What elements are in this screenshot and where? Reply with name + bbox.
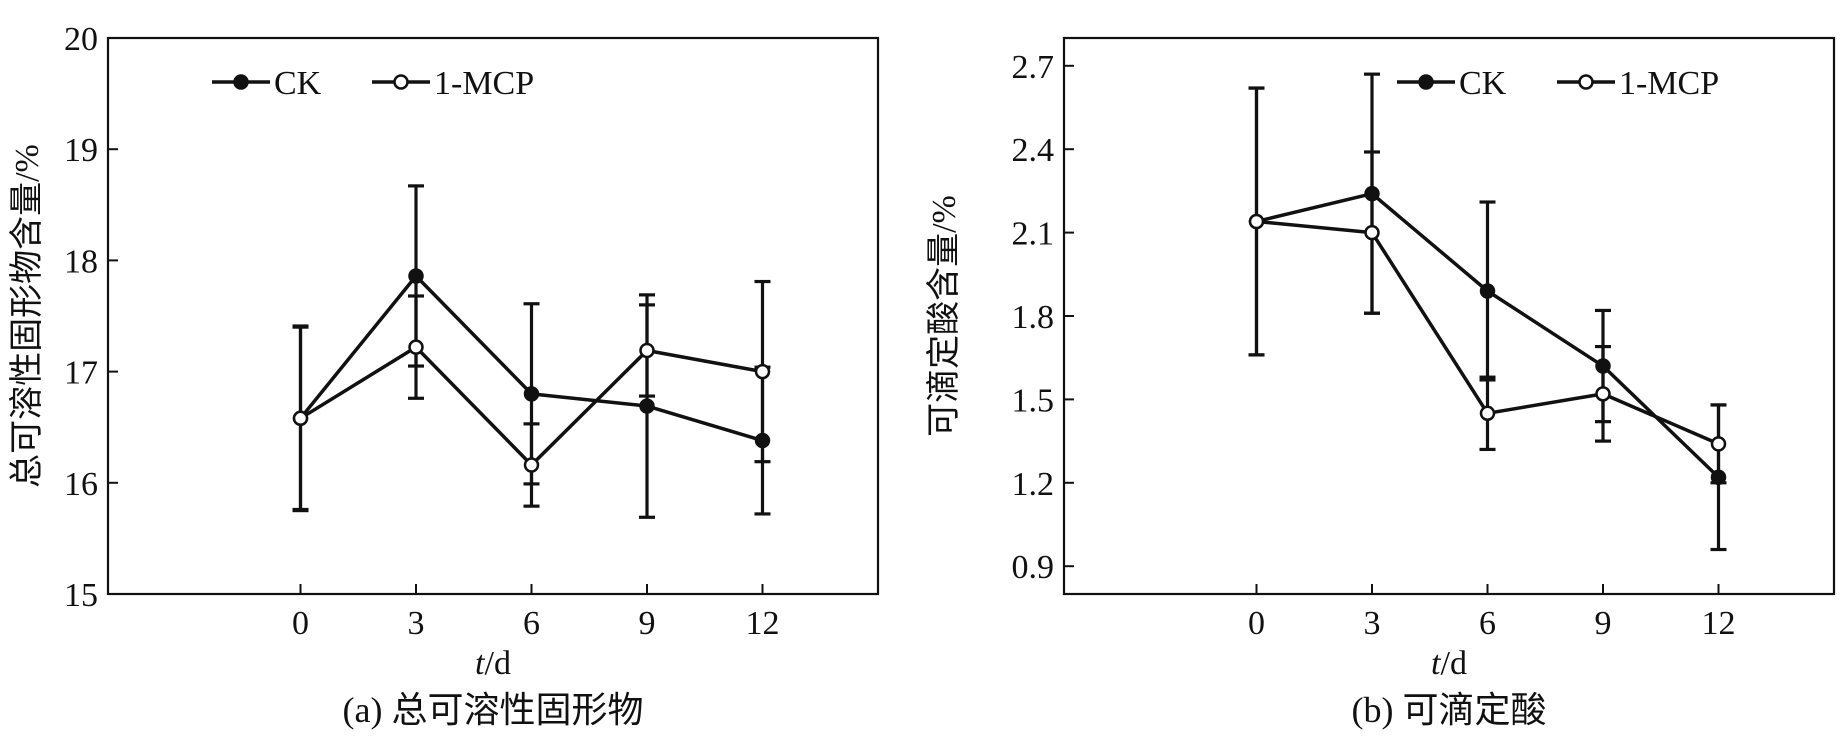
series-ck <box>1248 72 1727 552</box>
data-point <box>1479 283 1496 299</box>
legend-marker <box>393 74 409 90</box>
y-tick-label: 1.8 <box>1012 299 1055 336</box>
x-axis-label-italic: t <box>475 645 486 682</box>
y-tick-label: 2.1 <box>1012 216 1055 253</box>
x-axis-label: t/d <box>1431 645 1467 682</box>
chart-b: 0.9 1.2 1.5 1.8 2.1 2.4 2.7 0 3 6 9 12 t/d 可滴定酸含量/% (b… <box>925 36 1836 730</box>
x-axis-label-unit: /d <box>1441 645 1467 682</box>
chart-caption: (a) 总可溶性固形物 <box>343 690 644 730</box>
legend-marker <box>233 74 249 90</box>
data-point <box>1364 224 1380 241</box>
data-point <box>523 457 540 473</box>
data-point <box>1595 386 1611 402</box>
legend: CK 1-MCP <box>1397 65 1719 102</box>
x-tick-label: 9 <box>1595 605 1612 642</box>
chart-caption: (b) 可滴定酸 <box>1352 690 1547 730</box>
y-tick-label: 20 <box>64 21 98 58</box>
x-tick-label: 6 <box>523 605 540 642</box>
x-tick-label: 6 <box>1479 605 1496 642</box>
series-1-mcp <box>292 279 771 512</box>
y-tick-label: 0.9 <box>1012 549 1055 586</box>
data-point <box>1248 213 1265 230</box>
x-tick-label: 3 <box>1364 605 1381 642</box>
y-tick-label: 1.5 <box>1012 382 1055 419</box>
y-tick-label: 18 <box>64 243 98 280</box>
data-point <box>639 342 655 359</box>
data-point <box>754 363 771 380</box>
data-point <box>408 268 424 284</box>
y-tick-label: 2.7 <box>1012 49 1055 86</box>
data-point <box>639 398 655 414</box>
y-tick-label: 17 <box>64 355 98 392</box>
legend-label: 1-MCP <box>434 65 534 102</box>
x-tick-label: 3 <box>408 605 425 642</box>
series-1-mcp <box>1248 86 1727 485</box>
x-tick-label: 12 <box>746 605 780 642</box>
legend-marker <box>1418 74 1434 90</box>
legend-marker <box>1578 74 1594 90</box>
x-axis-label-unit: /d <box>485 645 511 682</box>
legend-label: CK <box>274 65 322 102</box>
y-axis-label: 可滴定酸含量/% <box>925 195 963 437</box>
data-point <box>523 386 540 402</box>
y-axis-label: 总可溶性固形物含量/% <box>8 144 46 488</box>
x-axis-label-italic: t <box>1431 645 1442 682</box>
y-tick-label: 19 <box>64 132 98 169</box>
plot-frame <box>106 36 880 596</box>
x-tick-label: 12 <box>1702 605 1736 642</box>
data-point <box>408 339 424 355</box>
x-axis-label: t/d <box>475 645 511 682</box>
legend-label: CK <box>1459 65 1507 102</box>
x-tick-label: 0 <box>1248 605 1265 642</box>
y-tick-label: 1.2 <box>1012 466 1055 503</box>
y-tick-label: 15 <box>64 577 98 614</box>
data-point <box>1479 405 1496 422</box>
y-tick-label: 16 <box>64 466 98 503</box>
y-tick-label: 2.4 <box>1012 132 1055 169</box>
x-tick-label: 0 <box>292 605 309 642</box>
x-tick-label: 9 <box>639 605 656 642</box>
chart-a: 15 16 17 18 19 20 0 3 6 9 12 t/d 总可溶性固形物含量/% (a) 总可溶性… <box>8 21 880 730</box>
data-point <box>1710 436 1727 452</box>
data-point <box>292 410 309 427</box>
legend: CK 1-MCP <box>212 65 534 102</box>
legend-label: 1-MCP <box>1619 65 1719 102</box>
